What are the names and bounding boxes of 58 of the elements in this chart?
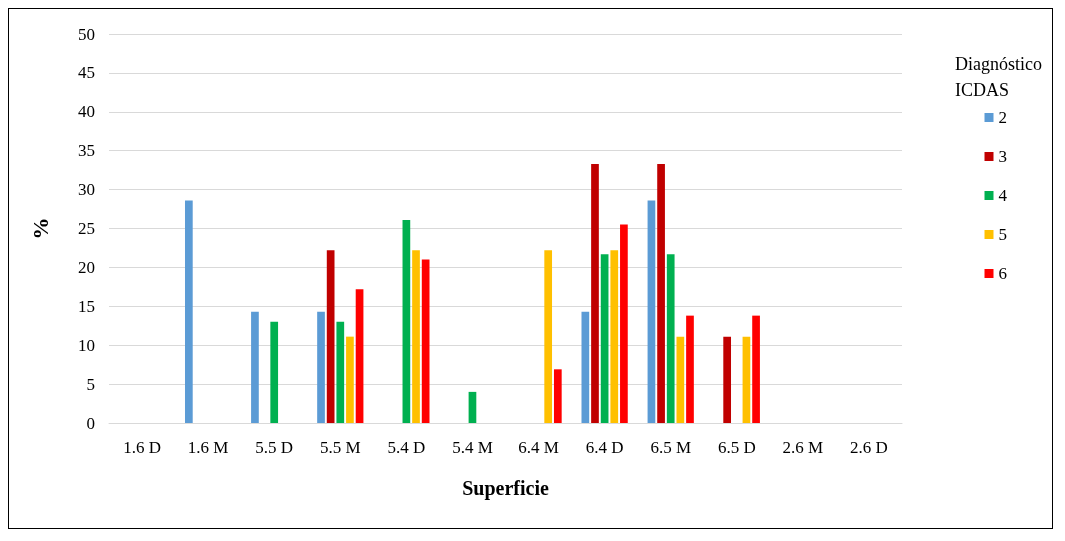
- y-tick-label: 5: [86, 374, 95, 394]
- bar: [752, 315, 760, 423]
- bar: [600, 254, 609, 423]
- y-axis-title: %: [27, 217, 53, 240]
- y-tick-label: 20: [78, 257, 95, 277]
- y-tick-label: 30: [78, 180, 95, 200]
- x-tick-label: 5.5 M: [319, 438, 361, 457]
- bar: [666, 254, 675, 423]
- bar: [317, 311, 325, 423]
- bar: [676, 336, 685, 423]
- x-tick-label: 6.5 M: [650, 438, 692, 457]
- y-tick-label: 0: [86, 413, 95, 433]
- legend-label: 5: [998, 225, 1007, 244]
- bar: [270, 321, 279, 423]
- bar: [185, 200, 193, 423]
- bar: [346, 336, 354, 423]
- y-tick-label: 50: [78, 24, 95, 44]
- bar: [553, 369, 562, 423]
- bar: [421, 259, 430, 423]
- x-tick-label: 2.6 M: [782, 438, 824, 457]
- y-tick-label: 10: [78, 335, 95, 355]
- bar: [544, 250, 553, 423]
- bar: [647, 200, 656, 423]
- bar: [355, 289, 364, 423]
- bar: [412, 250, 420, 423]
- bar: [723, 336, 732, 423]
- x-tick-label: 1.6 D: [123, 438, 161, 457]
- bar: [402, 219, 411, 423]
- x-tick-label: 6.5 D: [717, 438, 756, 457]
- x-tick-label: 5.4 M: [452, 438, 493, 457]
- y-tick-label: 25: [78, 219, 95, 238]
- bar: [610, 250, 619, 423]
- legend-label: 2: [998, 108, 1007, 127]
- x-tick-label: 2.6 D: [850, 438, 888, 457]
- legend-label: 3: [998, 147, 1007, 166]
- bar: [591, 163, 599, 423]
- x-tick-label: 6.4 D: [585, 438, 624, 457]
- y-tick-label: 40: [78, 102, 95, 122]
- bar: [620, 224, 628, 423]
- bar: [742, 336, 751, 423]
- x-tick-label: 1.6 M: [187, 438, 229, 457]
- legend-label: 6: [998, 264, 1007, 283]
- legend-title: Diagnóstico ICDAS: [955, 54, 1043, 100]
- bar: [251, 311, 259, 423]
- bar: [686, 315, 694, 423]
- x-tick-label: 5.5 D: [255, 438, 294, 457]
- bar: [581, 311, 590, 423]
- bar: [657, 163, 665, 423]
- x-tick-label: 5.4 D: [387, 438, 426, 457]
- bar: [336, 321, 345, 423]
- y-tick-label: 15: [78, 296, 95, 316]
- bar: [326, 250, 335, 423]
- bar: [468, 391, 477, 423]
- x-axis-title: Superficie: [462, 477, 549, 500]
- y-tick-label: 35: [78, 141, 95, 161]
- y-tick-label: 45: [78, 63, 95, 83]
- legend-label: 4: [998, 186, 1008, 205]
- x-tick-label: 6.4 M: [518, 438, 559, 457]
